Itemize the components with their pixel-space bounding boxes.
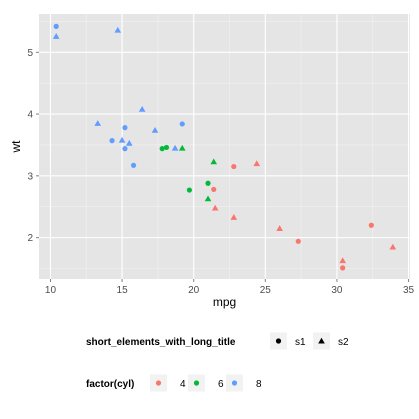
data-point-circle [159, 146, 165, 152]
x-tick-label: 15 [117, 285, 129, 296]
legend-marker-8 [231, 380, 238, 386]
data-point-triangle [276, 225, 283, 231]
grid-minor [39, 14, 410, 279]
y-tick-label: 4 [27, 110, 33, 121]
data-points [52, 23, 397, 271]
data-point-triangle [118, 136, 126, 143]
data-point-triangle [339, 257, 346, 264]
data-point-circle [295, 238, 301, 244]
y-tick-label: 2 [27, 233, 33, 244]
y-tick-label: 3 [27, 171, 33, 182]
data-point-circle [130, 162, 137, 168]
data-point-triangle [151, 126, 159, 133]
data-point-circle [186, 187, 193, 193]
legend-label-6: 6 [218, 379, 224, 390]
legend-marker-triangle [318, 337, 325, 344]
data-point-circle [340, 265, 346, 271]
data-point-circle [211, 186, 217, 193]
data-point-circle [122, 146, 128, 152]
x-tick-label: 25 [260, 285, 272, 296]
data-point-triangle [204, 195, 212, 202]
legend-shape: short_elements_with_long_title s1 s2 [86, 332, 349, 350]
y-axis-title: wt [9, 140, 23, 154]
y-tick-label: 5 [27, 48, 33, 59]
data-point-triangle [230, 214, 238, 220]
x-tick-label: 20 [188, 285, 200, 296]
data-point-triangle [253, 160, 261, 167]
data-point-triangle [178, 144, 186, 151]
data-point-triangle [389, 243, 397, 250]
data-point-circle [205, 180, 211, 186]
legend-label-4: 4 [180, 379, 186, 390]
x-axis-ticks: 10 15 20 25 30 35 [45, 279, 415, 296]
grid-major [39, 14, 410, 279]
legend-label-s2: s2 [338, 337, 349, 348]
data-point-triangle [94, 120, 102, 126]
x-tick-label: 35 [403, 285, 415, 296]
x-axis-title: mpg [213, 295, 236, 309]
data-point-circle [163, 144, 170, 151]
x-tick-label: 10 [45, 285, 57, 296]
data-point-circle [109, 138, 115, 144]
legend-color: factor(cyl) 4 6 8 [86, 374, 262, 392]
legend-marker-6 [193, 380, 200, 386]
legend-marker-4 [155, 380, 162, 386]
legend-color-title: factor(cyl) [86, 379, 134, 390]
legend-label-s1: s1 [295, 337, 306, 348]
data-point-circle [53, 23, 59, 29]
data-point-triangle [210, 158, 218, 165]
legend-marker-circle [275, 338, 282, 344]
legend-shape-title: short_elements_with_long_title [86, 337, 236, 348]
data-point-circle [179, 121, 185, 127]
data-point-circle [122, 125, 128, 131]
data-point-circle [368, 222, 374, 228]
data-point-triangle [138, 105, 146, 112]
legend-label-8: 8 [256, 379, 262, 390]
data-point-triangle [114, 26, 122, 33]
data-point-triangle [171, 144, 179, 151]
y-axis-ticks: 2 3 4 5 [27, 48, 39, 244]
data-point-circle [231, 163, 237, 170]
data-point-triangle [52, 33, 60, 39]
plot-panel [39, 14, 410, 279]
data-point-triangle [211, 204, 219, 211]
x-tick-label: 30 [331, 285, 343, 296]
data-point-triangle [125, 139, 133, 146]
